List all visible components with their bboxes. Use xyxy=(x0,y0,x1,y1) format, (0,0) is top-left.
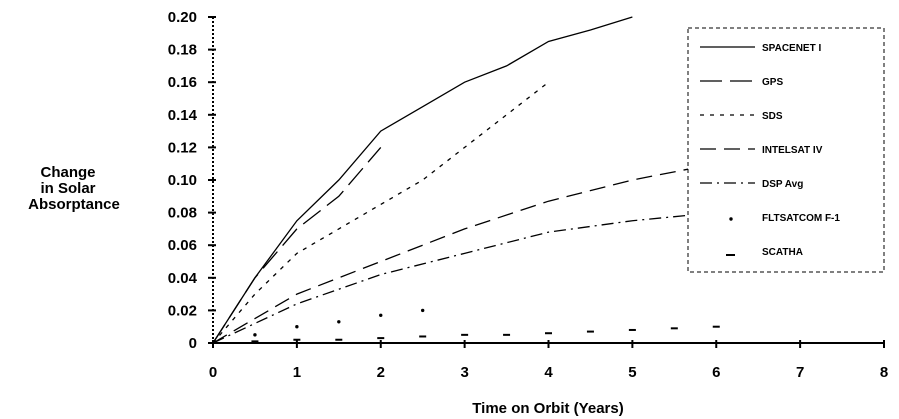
series-line-spacenet-i xyxy=(213,17,632,343)
legend-label-spacenet-i: SPACENET I xyxy=(762,43,821,54)
series-line-gps xyxy=(213,147,381,343)
series-line-sds xyxy=(213,82,549,343)
y-axis-title-line-3: Absorptance xyxy=(28,196,120,213)
y-tick-label: 0.08 xyxy=(168,205,197,222)
series-point-fltsatcom-f-1 xyxy=(421,309,424,312)
y-tick-label: 0.10 xyxy=(168,172,197,189)
legend-label-fltsatcom-f-1: FLTSATCOM F-1 xyxy=(762,213,840,224)
y-tick-group: 0.20 0.18 0.16 0.14 0.12 0.10 0.08 0.06 0.04 0.02… xyxy=(168,9,216,352)
x-tick-group: 0 1 2 3 4 5 6 7 8 xyxy=(209,340,888,381)
series-point-fltsatcom-f-1 xyxy=(253,333,256,336)
y-tick-label: 0.04 xyxy=(168,270,198,287)
x-tick-label: 2 xyxy=(377,364,385,381)
series-point-fltsatcom-f-1 xyxy=(379,314,382,317)
series-point-fltsatcom-f-1 xyxy=(295,325,298,328)
y-tick-label: 0.06 xyxy=(168,237,197,254)
legend-label-sds: SDS xyxy=(762,111,783,122)
y-tick-label: 0.18 xyxy=(168,42,197,59)
y-tick-label: 0.12 xyxy=(168,139,197,156)
x-tick-label: 3 xyxy=(460,364,468,381)
x-tick-label: 8 xyxy=(880,364,888,381)
x-tick-label: 0 xyxy=(209,364,217,381)
y-axis-title-line-1: Change xyxy=(40,164,95,181)
y-tick-label: 0.16 xyxy=(168,74,197,91)
y-axis-title-line-2: in Solar xyxy=(40,180,95,197)
x-tick-label: 1 xyxy=(293,364,301,381)
legend-swatch-fltsatcom-f-1 xyxy=(729,217,732,220)
x-axis-title: Time on Orbit (Years) xyxy=(472,400,623,417)
x-tick-label: 6 xyxy=(712,364,720,381)
x-tick-label: 4 xyxy=(544,364,553,381)
legend-label-intelsat-iv: INTELSAT IV xyxy=(762,145,823,156)
legend: SPACENET I GPS SDS INTELSAT IV DSP Avg FLTSAT… xyxy=(688,28,884,272)
y-tick-label: 0.14 xyxy=(168,107,198,124)
y-tick-label: 0.02 xyxy=(168,302,197,319)
legend-label-dsp-avg: DSP Avg xyxy=(762,179,803,190)
series-point-fltsatcom-f-1 xyxy=(337,320,340,323)
legend-label-gps: GPS xyxy=(762,77,783,88)
series-layer xyxy=(210,17,720,343)
legend-label-scatha: SCATHA xyxy=(762,247,803,258)
x-tick-label: 5 xyxy=(628,364,636,381)
y-tick-label: 0 xyxy=(189,335,197,352)
y-tick-label: 0.20 xyxy=(168,9,197,26)
x-tick-label: 7 xyxy=(796,364,804,381)
